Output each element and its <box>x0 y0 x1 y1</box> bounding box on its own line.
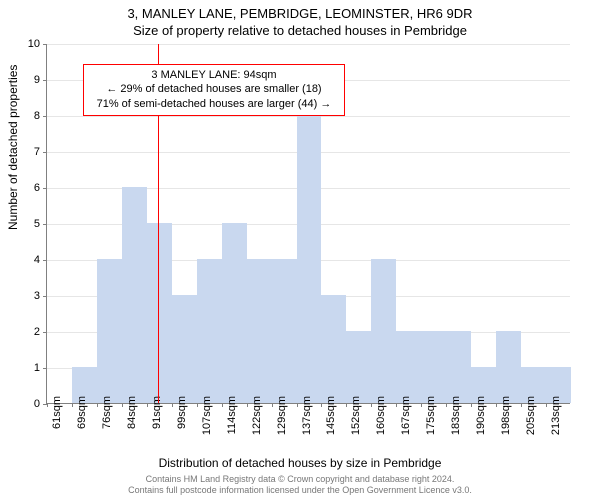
y-tick-mark <box>43 44 47 45</box>
y-tick-label: 8 <box>20 110 40 122</box>
y-tick-label: 9 <box>20 74 40 86</box>
title-subtitle: Size of property relative to detached ho… <box>0 23 600 40</box>
x-tick-mark <box>72 403 73 407</box>
histogram-bar <box>147 223 172 403</box>
histogram-bar <box>172 295 197 403</box>
histogram-bar <box>496 331 521 403</box>
x-tick-label: 205sqm <box>525 396 537 408</box>
x-tick-mark <box>172 403 173 407</box>
x-tick-mark <box>346 403 347 407</box>
histogram-bar <box>122 187 147 403</box>
footer-line-1: Contains HM Land Registry data © Crown c… <box>0 474 600 485</box>
x-tick-label: 198sqm <box>500 396 512 408</box>
y-tick-label: 7 <box>20 146 40 158</box>
x-tick-mark <box>321 403 322 407</box>
y-tick-mark <box>43 260 47 261</box>
histogram-bar <box>321 295 346 403</box>
y-tick-label: 2 <box>20 326 40 338</box>
y-tick-label: 6 <box>20 182 40 194</box>
histogram-bar <box>446 331 471 403</box>
histogram-bar <box>346 331 371 403</box>
histogram-bar <box>197 259 222 403</box>
y-axis-label: Number of detached properties <box>6 65 20 230</box>
y-tick-mark <box>43 116 47 117</box>
gridline <box>47 44 570 45</box>
x-tick-label: 61sqm <box>51 396 63 408</box>
x-tick-label: 175sqm <box>425 396 437 408</box>
y-tick-mark <box>43 80 47 81</box>
y-tick-mark <box>43 224 47 225</box>
histogram-bar <box>396 331 421 403</box>
x-tick-mark <box>97 403 98 407</box>
x-tick-label: 213sqm <box>550 396 562 408</box>
histogram-bar <box>247 259 272 403</box>
footer-attribution: Contains HM Land Registry data © Crown c… <box>0 474 600 497</box>
x-tick-label: 122sqm <box>251 396 263 408</box>
histogram-bar <box>297 115 322 403</box>
y-tick-mark <box>43 332 47 333</box>
x-tick-mark <box>371 403 372 407</box>
y-tick-mark <box>43 152 47 153</box>
annotation-line: 3 MANLEY LANE: 94sqm <box>90 68 338 83</box>
x-tick-mark <box>147 403 148 407</box>
x-tick-label: 167sqm <box>400 396 412 408</box>
histogram-bar <box>421 331 446 403</box>
x-tick-mark <box>521 403 522 407</box>
y-tick-label: 3 <box>20 290 40 302</box>
x-tick-label: 91sqm <box>151 396 163 408</box>
annotation-box: 3 MANLEY LANE: 94sqm← 29% of detached ho… <box>83 64 345 117</box>
x-tick-label: 190sqm <box>475 396 487 408</box>
x-tick-mark <box>446 403 447 407</box>
footer-line-2: Contains full postcode information licen… <box>0 485 600 496</box>
x-tick-label: 145sqm <box>325 396 337 408</box>
x-tick-label: 160sqm <box>375 396 387 408</box>
x-tick-mark <box>421 403 422 407</box>
y-tick-mark <box>43 368 47 369</box>
x-tick-mark <box>396 403 397 407</box>
x-tick-mark <box>47 403 48 407</box>
x-tick-mark <box>272 403 273 407</box>
y-tick-label: 10 <box>20 38 40 50</box>
y-tick-mark <box>43 296 47 297</box>
x-tick-label: 99sqm <box>176 396 188 408</box>
x-tick-label: 129sqm <box>276 396 288 408</box>
x-tick-label: 84sqm <box>126 396 138 408</box>
histogram-bar <box>371 259 396 403</box>
y-tick-label: 0 <box>20 398 40 410</box>
x-tick-label: 107sqm <box>201 396 213 408</box>
y-tick-label: 5 <box>20 218 40 230</box>
x-tick-label: 137sqm <box>301 396 313 408</box>
x-tick-label: 69sqm <box>76 396 88 408</box>
histogram-bar <box>272 259 297 403</box>
annotation-line: ← 29% of detached houses are smaller (18… <box>90 82 338 97</box>
x-tick-mark <box>546 403 547 407</box>
y-tick-label: 4 <box>20 254 40 266</box>
y-tick-label: 1 <box>20 362 40 374</box>
x-tick-label: 183sqm <box>450 396 462 408</box>
x-tick-mark <box>496 403 497 407</box>
plot-area: 61sqm69sqm76sqm84sqm91sqm99sqm107sqm114s… <box>46 44 570 404</box>
histogram-bar <box>222 223 247 403</box>
chart-titles: 3, MANLEY LANE, PEMBRIDGE, LEOMINSTER, H… <box>0 0 600 40</box>
title-address: 3, MANLEY LANE, PEMBRIDGE, LEOMINSTER, H… <box>0 6 600 23</box>
x-tick-mark <box>247 403 248 407</box>
x-axis-label: Distribution of detached houses by size … <box>0 456 600 470</box>
histogram-bar <box>97 259 122 403</box>
x-tick-label: 152sqm <box>350 396 362 408</box>
x-tick-mark <box>471 403 472 407</box>
x-tick-mark <box>122 403 123 407</box>
y-tick-mark <box>43 188 47 189</box>
x-tick-label: 114sqm <box>226 396 238 408</box>
x-tick-mark <box>222 403 223 407</box>
x-tick-label: 76sqm <box>101 396 113 408</box>
x-tick-mark <box>197 403 198 407</box>
chart-area: 61sqm69sqm76sqm84sqm91sqm99sqm107sqm114s… <box>46 44 570 404</box>
annotation-line: 71% of semi-detached houses are larger (… <box>90 97 338 112</box>
x-tick-mark <box>297 403 298 407</box>
